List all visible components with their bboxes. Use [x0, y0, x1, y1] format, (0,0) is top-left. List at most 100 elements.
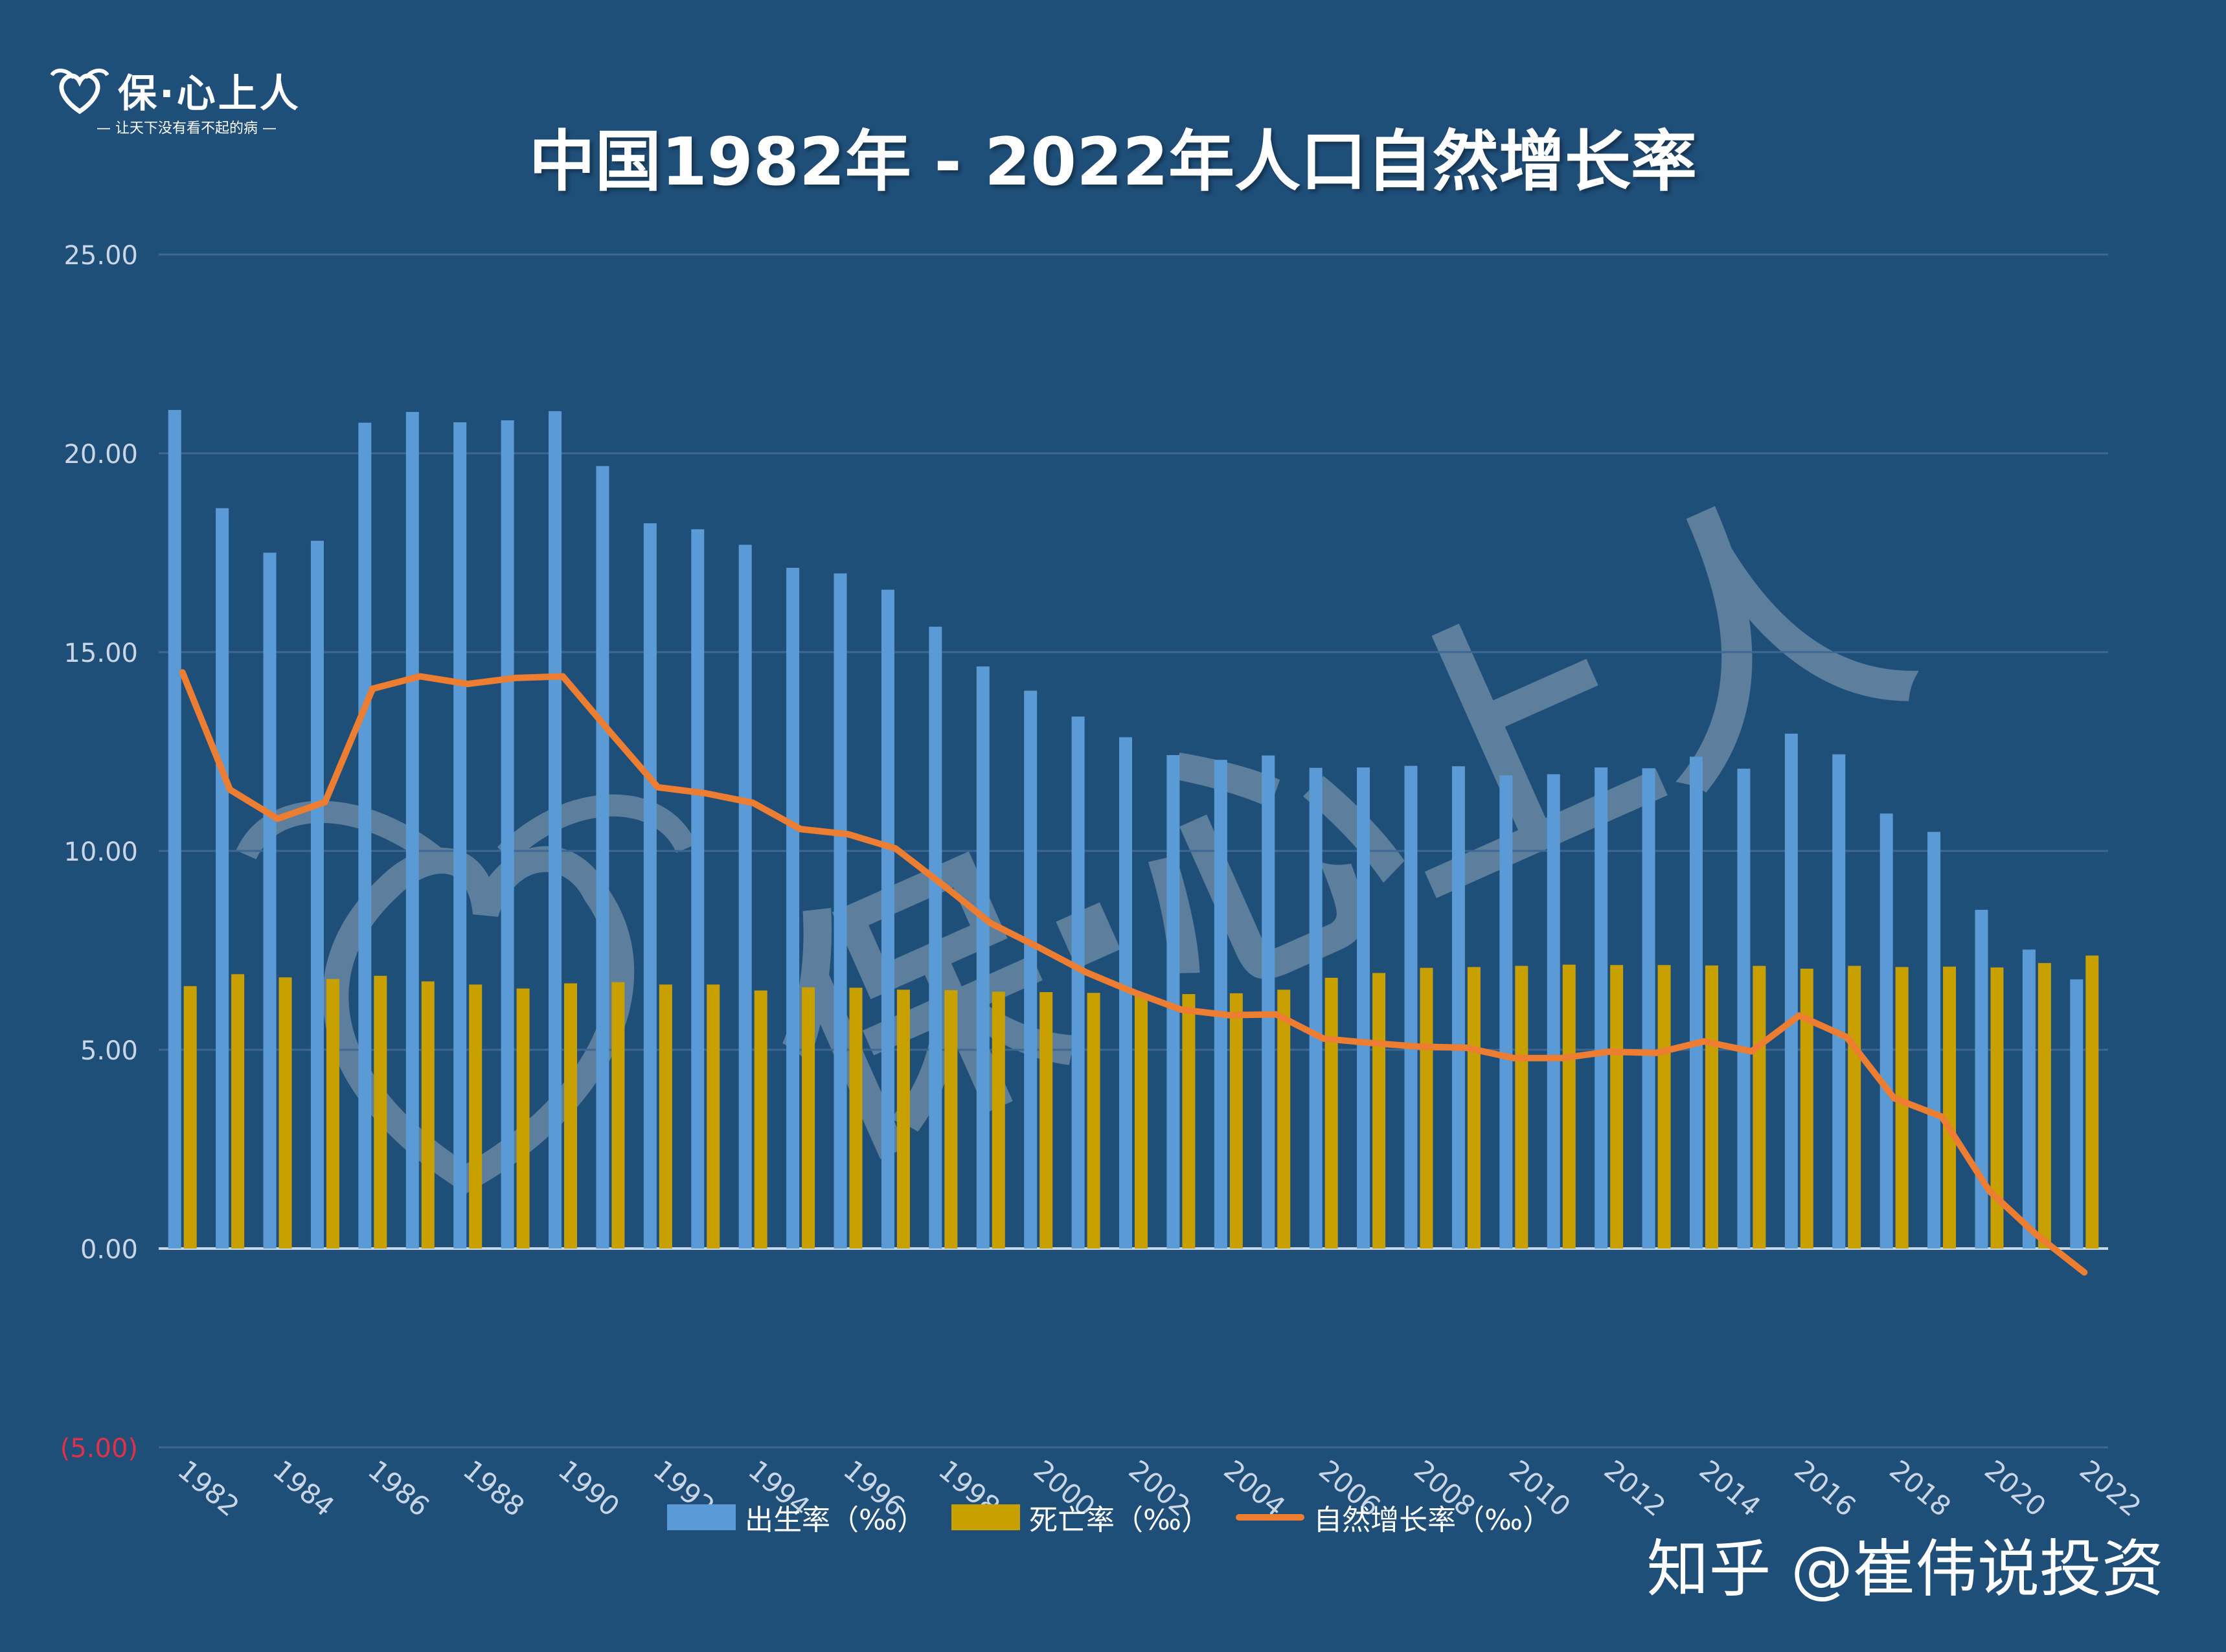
legend-label-birth: 出生率（‰） — [745, 1504, 926, 1537]
bar-birth-2009 — [1451, 766, 1465, 1249]
x-tick-label: 1982 — [172, 1454, 245, 1522]
bar-birth-2004 — [1214, 760, 1227, 1249]
legend-swatch-death — [951, 1504, 1021, 1530]
bar-death-1983 — [231, 974, 245, 1249]
bar-birth-2001 — [1071, 716, 1085, 1249]
x-tick-label: 2022 — [2074, 1454, 2147, 1522]
bar-birth-2002 — [1119, 737, 1132, 1249]
bar-birth-1986 — [358, 422, 372, 1249]
bar-death-1991 — [611, 982, 625, 1249]
bar-birth-2021 — [2022, 949, 2036, 1249]
logo-title: 保·心上人 — [118, 71, 301, 117]
x-tick-label: 1990 — [552, 1454, 626, 1522]
bar-death-1997 — [896, 990, 910, 1249]
bar-birth-2003 — [1166, 755, 1180, 1249]
bar-birth-1997 — [881, 589, 894, 1249]
x-tick-label: 2018 — [1883, 1454, 1957, 1522]
bar-death-1994 — [754, 990, 767, 1249]
y-tick-label: 20.00 — [63, 440, 138, 470]
bar-death-2015 — [1753, 966, 1766, 1249]
bar-birth-1995 — [786, 567, 800, 1249]
bar-death-1990 — [564, 983, 578, 1249]
legend-item-death: 死亡率（‰） — [951, 1497, 1210, 1538]
bar-death-1986 — [374, 975, 387, 1249]
legend-item-natural: 自然增长率（‰） — [1236, 1497, 1551, 1538]
y-tick-label: 10.00 — [63, 837, 138, 867]
logo-subtitle: — 让天下没有看不起的病 — — [97, 120, 277, 137]
x-tick-label: 1986 — [362, 1454, 435, 1522]
bar-death-1995 — [802, 987, 815, 1249]
bars — [168, 410, 2099, 1249]
y-axis: 25.00 20.00 15.00 10.00 5.00 0.00 (5.00) — [60, 241, 138, 1464]
bar-birth-2015 — [1737, 768, 1751, 1249]
y-tick-label: 0.00 — [80, 1235, 138, 1265]
bar-birth-1983 — [216, 508, 229, 1249]
bar-death-2014 — [1705, 965, 1718, 1249]
wings-heart-icon — [51, 69, 109, 115]
bar-death-2009 — [1467, 967, 1481, 1249]
bar-birth-2014 — [1689, 756, 1703, 1249]
bar-death-2021 — [2038, 963, 2051, 1249]
bar-birth-2022 — [2070, 979, 2084, 1249]
x-tick-label: 2014 — [1694, 1454, 1767, 1522]
bar-death-1998 — [944, 990, 958, 1249]
bar-birth-2018 — [1880, 813, 1893, 1249]
bar-death-2016 — [1800, 968, 1813, 1249]
legend-swatch-birth — [667, 1504, 736, 1530]
bar-death-2012 — [1610, 965, 1624, 1249]
bar-death-2019 — [1943, 966, 1957, 1249]
bar-death-2008 — [1420, 967, 1433, 1249]
grid — [159, 253, 2108, 1449]
bar-birth-1990 — [549, 411, 562, 1249]
bar-birth-2007 — [1357, 767, 1370, 1249]
bar-death-2002 — [1135, 993, 1148, 1249]
bar-birth-1996 — [834, 573, 847, 1249]
bar-birth-1998 — [929, 626, 942, 1249]
bar-death-1989 — [516, 988, 530, 1249]
x-tick-label: 1988 — [457, 1454, 530, 1522]
y-tick-label: 5.00 — [80, 1036, 138, 1066]
chart-title: 中国1982年 - 2022年人口自然增长率 — [528, 124, 1698, 201]
bar-death-1992 — [659, 984, 672, 1249]
bar-birth-1989 — [501, 420, 514, 1249]
series-line-natural — [179, 669, 2088, 1276]
bar-birth-2013 — [1642, 768, 1655, 1249]
line-layer — [179, 669, 2088, 1276]
x-tick-label: 2016 — [1788, 1454, 1861, 1522]
bar-birth-2005 — [1262, 755, 1275, 1249]
bar-death-2011 — [1562, 964, 1576, 1249]
bar-death-2020 — [1990, 967, 2004, 1249]
credit-text: 知乎 @崔伟说投资 — [1646, 1533, 2164, 1605]
legend-swatch-natural — [1236, 1514, 1305, 1521]
bar-death-2005 — [1277, 990, 1291, 1249]
bar-birth-2010 — [1499, 775, 1513, 1249]
x-tick-label: 2012 — [1598, 1454, 1672, 1522]
x-tick-label: 1984 — [267, 1454, 340, 1522]
legend-label-death: 死亡率（‰） — [1029, 1504, 1210, 1537]
legend-label-natural: 自然增长率（‰） — [1313, 1504, 1552, 1537]
bar-birth-1994 — [738, 545, 752, 1249]
y-tick-label: (5.00) — [60, 1434, 138, 1464]
bar-birth-2016 — [1784, 733, 1798, 1249]
bar-death-2000 — [1039, 991, 1053, 1249]
bar-birth-1988 — [453, 422, 467, 1249]
bar-death-1996 — [849, 988, 863, 1249]
bar-birth-2020 — [1975, 909, 1988, 1249]
bar-birth-1991 — [596, 466, 609, 1249]
bar-birth-1984 — [263, 552, 277, 1249]
bar-birth-2006 — [1309, 767, 1323, 1249]
legend: 出生率（‰） 死亡率（‰） 自然增长率（‰） — [667, 1495, 1577, 1540]
bar-birth-1985 — [310, 541, 324, 1249]
bar-birth-1999 — [976, 666, 990, 1249]
bar-birth-1987 — [405, 412, 419, 1249]
bar-death-1999 — [992, 991, 1005, 1249]
bar-birth-2011 — [1547, 774, 1560, 1249]
bar-death-2006 — [1324, 977, 1338, 1249]
bar-death-2022 — [2085, 955, 2099, 1249]
bar-death-2010 — [1515, 966, 1528, 1249]
bar-birth-2019 — [1927, 832, 1941, 1249]
bar-death-1988 — [469, 984, 483, 1249]
bar-death-2013 — [1657, 965, 1671, 1249]
bar-death-2017 — [1848, 966, 1861, 1249]
bar-birth-1982 — [168, 410, 181, 1249]
